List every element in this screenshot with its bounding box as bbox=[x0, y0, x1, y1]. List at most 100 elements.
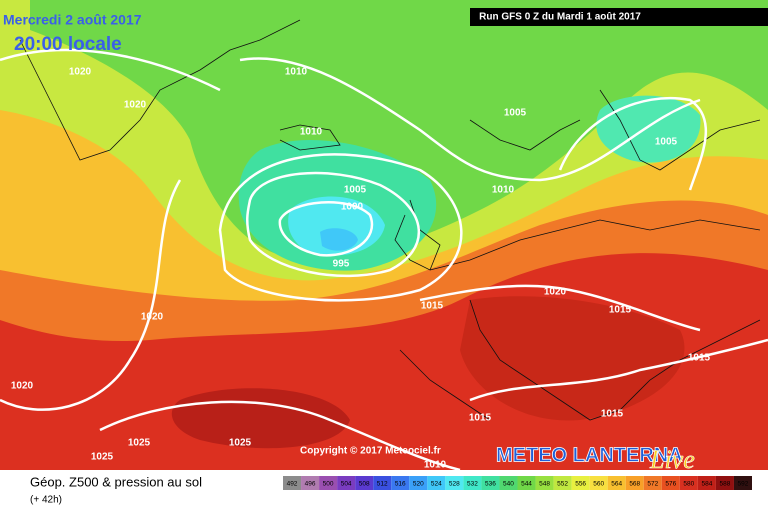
scale-label: 500 bbox=[323, 481, 334, 488]
isobar-label: 1005 bbox=[344, 185, 367, 196]
run-box bbox=[470, 8, 768, 26]
isobar-label: 995 bbox=[333, 259, 350, 270]
isobar-label: 1010 bbox=[300, 127, 323, 138]
scale-label: 512 bbox=[377, 481, 388, 488]
coastlines bbox=[19, 19, 761, 421]
scale-label: 552 bbox=[557, 481, 568, 488]
scale-cell bbox=[481, 476, 500, 490]
isobar-label: 1020 bbox=[11, 381, 34, 392]
scale-label: 532 bbox=[467, 481, 478, 488]
scale-cell bbox=[589, 476, 608, 490]
isobar-label: 1005 bbox=[655, 137, 678, 148]
scale-label: 588 bbox=[720, 481, 731, 488]
scale-cell bbox=[337, 476, 356, 490]
isobar-label: 1000 bbox=[341, 202, 364, 213]
isobar bbox=[0, 48, 221, 92]
scale-cell bbox=[571, 476, 590, 490]
scale-cell bbox=[661, 476, 680, 490]
isobar bbox=[558, 96, 708, 191]
scale-label: 572 bbox=[647, 481, 658, 488]
isobar-label: 1015 bbox=[688, 353, 711, 364]
isobar bbox=[278, 201, 374, 257]
isobar bbox=[99, 400, 461, 472]
isobar-label: 1010 bbox=[285, 67, 308, 78]
isobar-label: 1025 bbox=[128, 438, 151, 449]
isobar bbox=[419, 284, 701, 332]
scale-label: 508 bbox=[359, 481, 370, 488]
scale-cell bbox=[283, 476, 302, 490]
scale-label: 516 bbox=[395, 481, 406, 488]
scale-label: 560 bbox=[593, 481, 604, 488]
colorbar: 492 496 500 504 508 512 516 520 524 528 532 536 540 5… bbox=[283, 476, 752, 490]
isobar-label: 1020 bbox=[544, 287, 567, 298]
scale-cell bbox=[391, 476, 410, 490]
scale-cell bbox=[373, 476, 392, 490]
scale-cell bbox=[409, 476, 428, 490]
scale-label: 592 bbox=[738, 481, 749, 488]
scale-cell bbox=[427, 476, 446, 490]
scale-label: 520 bbox=[413, 481, 424, 488]
scale-cell bbox=[301, 476, 320, 490]
isobar-label: 1025 bbox=[91, 452, 114, 463]
scale-label: 528 bbox=[449, 481, 460, 488]
scale-cell bbox=[715, 476, 734, 490]
scale-label: 536 bbox=[485, 481, 496, 488]
scale-cell bbox=[625, 476, 644, 490]
scale-label: 504 bbox=[341, 481, 352, 488]
isobar-label: 1020 bbox=[124, 100, 147, 111]
scale-cell bbox=[319, 476, 338, 490]
scale-cell bbox=[643, 476, 662, 490]
scale-label: 576 bbox=[665, 481, 676, 488]
run-text: Run GFS 0 Z du Mardi 1 août 2017 bbox=[479, 12, 641, 23]
scale-cell bbox=[553, 476, 572, 490]
isobar bbox=[469, 338, 768, 402]
scale-cell bbox=[445, 476, 464, 490]
scale-label: 580 bbox=[683, 481, 694, 488]
isobar-labels: 1020 1010 1020 1010 1005 1005 1005 1000 1010 995 1… bbox=[11, 67, 711, 471]
brand-tag: Live bbox=[649, 445, 695, 474]
date: Mercredi 2 août 2017 bbox=[3, 12, 142, 28]
isobar bbox=[0, 179, 182, 411]
isobar-label: 1005 bbox=[504, 108, 527, 119]
isobar-label: 1020 bbox=[69, 67, 92, 78]
scale-label: 492 bbox=[287, 481, 298, 488]
scale-cell bbox=[463, 476, 482, 490]
isobar bbox=[239, 57, 701, 182]
isobar-label: 1020 bbox=[141, 312, 164, 323]
isobar-label: 1025 bbox=[229, 438, 252, 449]
scale-label: 568 bbox=[629, 481, 640, 488]
brand-name: METEO LANTERNA bbox=[496, 444, 683, 466]
scale-cell bbox=[679, 476, 698, 490]
isobar-label: 1015 bbox=[421, 301, 444, 312]
scale-label: 496 bbox=[305, 481, 316, 488]
scale-cell bbox=[355, 476, 374, 490]
isobar-label: 1015 bbox=[469, 413, 492, 424]
footer-title: Géop. Z500 & pression au sol bbox=[30, 474, 202, 489]
low-core bbox=[320, 228, 358, 251]
isobar bbox=[246, 171, 420, 278]
scale-cell bbox=[607, 476, 626, 490]
scale-cell bbox=[733, 476, 752, 490]
band-green bbox=[30, 0, 768, 258]
scale-cell bbox=[499, 476, 518, 490]
scale-label: 544 bbox=[521, 481, 532, 488]
scale-label: 584 bbox=[701, 481, 712, 488]
isobar-label: 1010 bbox=[492, 185, 515, 196]
scale-cell bbox=[535, 476, 554, 490]
scale-label: 564 bbox=[611, 481, 622, 488]
low-inner bbox=[288, 196, 385, 256]
isobar bbox=[218, 153, 463, 302]
scale-label: 524 bbox=[431, 481, 442, 488]
time: 20:00 locale bbox=[14, 34, 122, 55]
isobar-label: 1015 bbox=[601, 409, 624, 420]
copyright: Copyright © 2017 Meteociel.fr bbox=[300, 446, 441, 457]
scale-label: 548 bbox=[539, 481, 550, 488]
scale-cell bbox=[697, 476, 716, 490]
scale-cell bbox=[517, 476, 536, 490]
isobar-label: 1010 bbox=[424, 460, 447, 471]
scale-label: 540 bbox=[503, 481, 514, 488]
isobar-label: 1015 bbox=[609, 305, 632, 316]
footer-lead: (+ 42h) bbox=[30, 495, 62, 506]
scale-label: 556 bbox=[575, 481, 586, 488]
